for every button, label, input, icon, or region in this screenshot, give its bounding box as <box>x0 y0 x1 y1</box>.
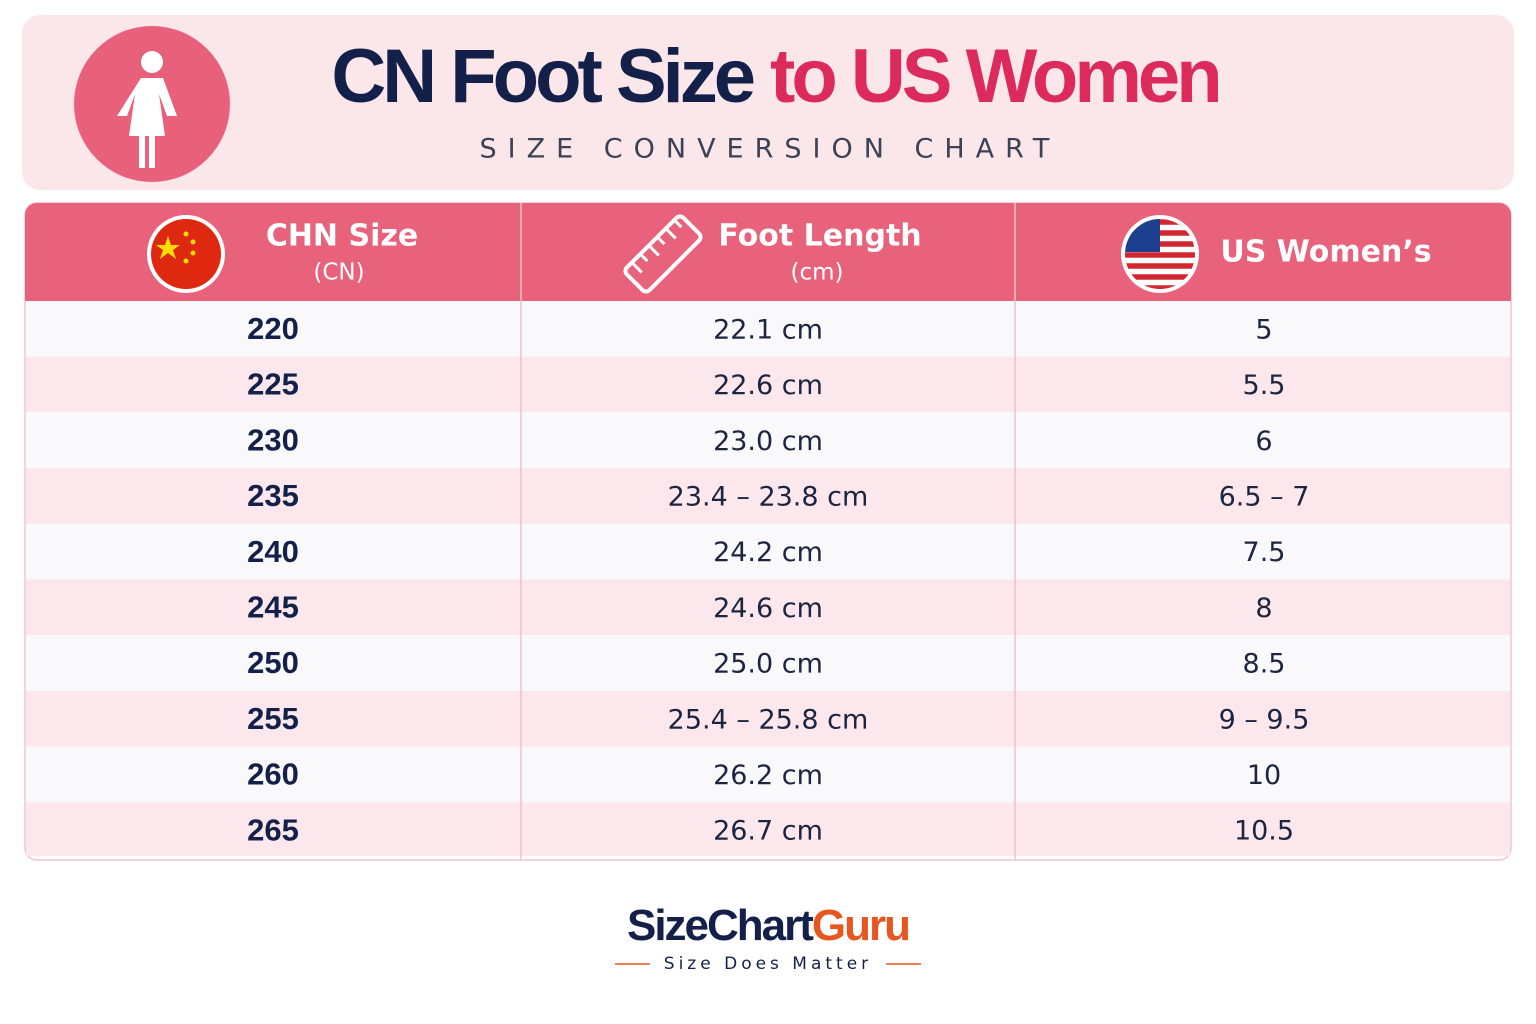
table-cell: 24.6 cm <box>713 593 823 624</box>
table-cell: 6.5 – 7 <box>1219 481 1310 512</box>
header-panel <box>22 15 1514 190</box>
title-part: to US Women <box>770 34 1219 119</box>
ruler-icon <box>623 214 703 294</box>
tagline: Size Does Matter <box>664 954 872 974</box>
column-subheader: (CN) <box>313 260 364 286</box>
table-row <box>26 523 1510 580</box>
table-row <box>26 356 1510 413</box>
table-cell: 22.1 cm <box>713 314 823 345</box>
column-header: US Women’s <box>1220 235 1431 270</box>
column-header: CHN Size <box>266 219 418 254</box>
table-cell: 23.4 – 23.8 cm <box>668 481 869 512</box>
woman-icon <box>74 26 230 182</box>
table-cell: 255 <box>247 701 299 736</box>
table-cell: 22.6 cm <box>713 370 823 401</box>
title: CN Foot Size to US Women <box>331 34 1218 119</box>
table-cell: 8 <box>1255 593 1272 624</box>
table-cell: 26.2 cm <box>713 760 823 791</box>
column-subheader: (cm) <box>791 260 844 286</box>
table-cell: 23.0 cm <box>713 426 823 457</box>
table-cell: 235 <box>247 478 299 513</box>
brand-part: SizeChart <box>627 901 814 950</box>
table-row <box>26 412 1510 469</box>
table-cell: 10 <box>1247 760 1281 791</box>
table-cell: 25.0 cm <box>713 649 823 680</box>
table-cell: 245 <box>247 590 299 625</box>
table-cell: 25.4 – 25.8 cm <box>668 704 869 735</box>
column-header: Foot Length <box>718 219 921 254</box>
table-row <box>26 690 1510 747</box>
table-cell: 26.7 cm <box>713 816 823 847</box>
table-row <box>26 746 1510 803</box>
brand: SizeChartGuru <box>627 901 909 950</box>
table-cell: 24.2 cm <box>713 537 823 568</box>
table-cell: 220 <box>247 311 299 346</box>
table-cell: 6 <box>1255 426 1272 457</box>
footer: SizeChartGuru Size Does Matter <box>615 901 921 974</box>
brand-part: Guru <box>812 901 909 950</box>
table-row <box>26 579 1510 636</box>
table-cell: 225 <box>247 367 299 402</box>
table-cell: 10.5 <box>1234 816 1294 847</box>
table-cell: 5 <box>1255 314 1272 345</box>
us-flag <box>1121 215 1199 293</box>
table-cell: 260 <box>247 757 299 792</box>
table-cell: 7.5 <box>1243 537 1286 568</box>
table-cell: 9 – 9.5 <box>1219 704 1310 735</box>
table-row <box>26 468 1510 524</box>
table-row <box>26 802 1510 856</box>
table-cell: 5.5 <box>1243 370 1286 401</box>
table-cell: 8.5 <box>1243 649 1286 680</box>
table-cell: 265 <box>247 812 299 847</box>
title-part: CN Foot Size <box>331 34 753 119</box>
table-cell: 250 <box>247 645 299 680</box>
table: CHN Size (CN) Foot Length (cm) US Women’s 220… <box>25 203 1511 860</box>
china-flag <box>147 215 225 293</box>
subtitle: SIZE CONVERSION CHART <box>480 134 1061 165</box>
table-row <box>26 301 1510 357</box>
table-cell: 240 <box>247 534 299 569</box>
table-cell: 230 <box>247 422 299 457</box>
table-row <box>26 635 1510 691</box>
